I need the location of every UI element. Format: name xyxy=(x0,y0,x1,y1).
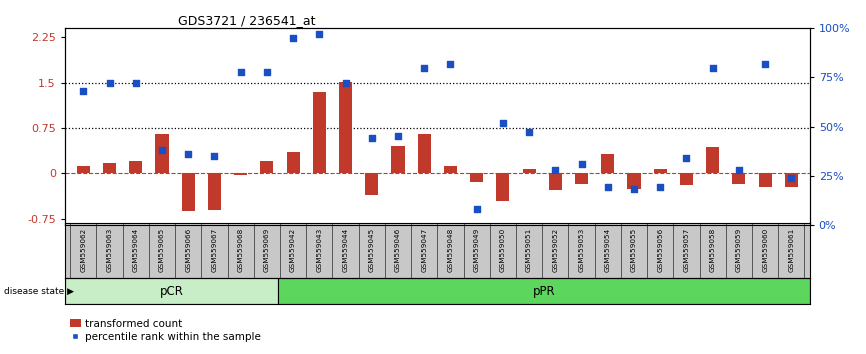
Text: pCR: pCR xyxy=(159,285,184,298)
Text: GSM559051: GSM559051 xyxy=(527,227,532,272)
Point xyxy=(417,65,431,70)
Text: GSM559047: GSM559047 xyxy=(421,227,427,272)
Bar xyxy=(496,173,509,201)
Bar xyxy=(77,166,90,173)
Bar xyxy=(759,173,772,187)
Bar xyxy=(278,278,810,304)
Bar xyxy=(182,173,195,211)
Bar xyxy=(234,173,247,175)
Legend: transformed count, percentile rank within the sample: transformed count, percentile rank withi… xyxy=(70,319,261,342)
Point xyxy=(548,167,562,173)
Text: GSM559053: GSM559053 xyxy=(578,227,585,272)
Text: GSM559056: GSM559056 xyxy=(657,227,663,272)
Point xyxy=(260,69,274,74)
Bar xyxy=(601,154,614,173)
Bar xyxy=(365,173,378,195)
Bar xyxy=(785,173,798,187)
Bar xyxy=(575,173,588,184)
Text: GSM559062: GSM559062 xyxy=(81,227,87,272)
Point xyxy=(181,151,195,157)
Point xyxy=(129,80,143,86)
Text: GSM559058: GSM559058 xyxy=(709,227,715,272)
Text: GSM559064: GSM559064 xyxy=(132,227,139,272)
Text: GSM559055: GSM559055 xyxy=(631,227,637,272)
Text: GSM559044: GSM559044 xyxy=(343,227,348,272)
Point xyxy=(653,185,667,190)
Bar xyxy=(706,147,720,173)
Text: GSM559046: GSM559046 xyxy=(395,227,401,272)
Text: GSM559067: GSM559067 xyxy=(211,227,217,272)
Text: GSM559054: GSM559054 xyxy=(604,227,611,272)
Text: GSM559061: GSM559061 xyxy=(788,227,794,272)
Point xyxy=(443,61,457,67)
Bar xyxy=(391,146,404,173)
Point xyxy=(313,32,326,37)
Point xyxy=(706,65,720,70)
Bar xyxy=(470,173,483,182)
Text: GSM559052: GSM559052 xyxy=(553,227,559,272)
Bar xyxy=(417,134,430,173)
Point xyxy=(522,130,536,135)
Point xyxy=(759,61,772,67)
Text: GSM559043: GSM559043 xyxy=(316,227,322,272)
Point xyxy=(785,175,798,181)
Bar xyxy=(313,92,326,173)
Point xyxy=(234,69,248,74)
Text: GSM559045: GSM559045 xyxy=(369,227,375,272)
Point xyxy=(469,206,483,212)
Text: GSM559065: GSM559065 xyxy=(159,227,165,272)
Bar xyxy=(129,161,142,173)
Bar xyxy=(339,81,352,173)
Point xyxy=(155,147,169,153)
Text: GSM559063: GSM559063 xyxy=(107,227,113,272)
Point xyxy=(496,120,510,125)
Bar xyxy=(654,169,667,173)
Bar xyxy=(549,173,562,190)
Point xyxy=(339,80,352,86)
Bar xyxy=(261,161,274,173)
Bar xyxy=(680,173,693,185)
Bar xyxy=(103,163,116,173)
Text: GDS3721 / 236541_at: GDS3721 / 236541_at xyxy=(178,14,315,27)
Text: GSM559049: GSM559049 xyxy=(474,227,480,272)
Bar xyxy=(155,134,169,173)
Point xyxy=(391,133,405,139)
Text: GSM559066: GSM559066 xyxy=(185,227,191,272)
Bar xyxy=(65,278,278,304)
Bar xyxy=(522,169,536,173)
Bar xyxy=(444,166,457,173)
Point xyxy=(680,155,694,161)
Text: GSM559068: GSM559068 xyxy=(237,227,243,272)
Text: pPR: pPR xyxy=(533,285,555,298)
Point xyxy=(575,161,589,167)
Point xyxy=(601,185,615,190)
Point xyxy=(76,88,90,94)
Bar xyxy=(287,152,300,173)
Point xyxy=(286,35,300,41)
Bar xyxy=(733,173,746,184)
Point xyxy=(732,167,746,173)
Point xyxy=(627,187,641,192)
Text: GSM559057: GSM559057 xyxy=(683,227,689,272)
Bar xyxy=(628,173,641,189)
Text: GSM559050: GSM559050 xyxy=(500,227,506,272)
Point xyxy=(365,136,378,141)
Text: disease state ▶: disease state ▶ xyxy=(4,286,74,296)
Point xyxy=(208,153,222,159)
Text: GSM559059: GSM559059 xyxy=(736,227,742,272)
Text: GSM559069: GSM559069 xyxy=(264,227,270,272)
Point xyxy=(102,80,116,86)
Text: GSM559048: GSM559048 xyxy=(448,227,454,272)
Text: GSM559060: GSM559060 xyxy=(762,227,768,272)
Text: GSM559042: GSM559042 xyxy=(290,227,296,272)
Bar xyxy=(208,173,221,210)
